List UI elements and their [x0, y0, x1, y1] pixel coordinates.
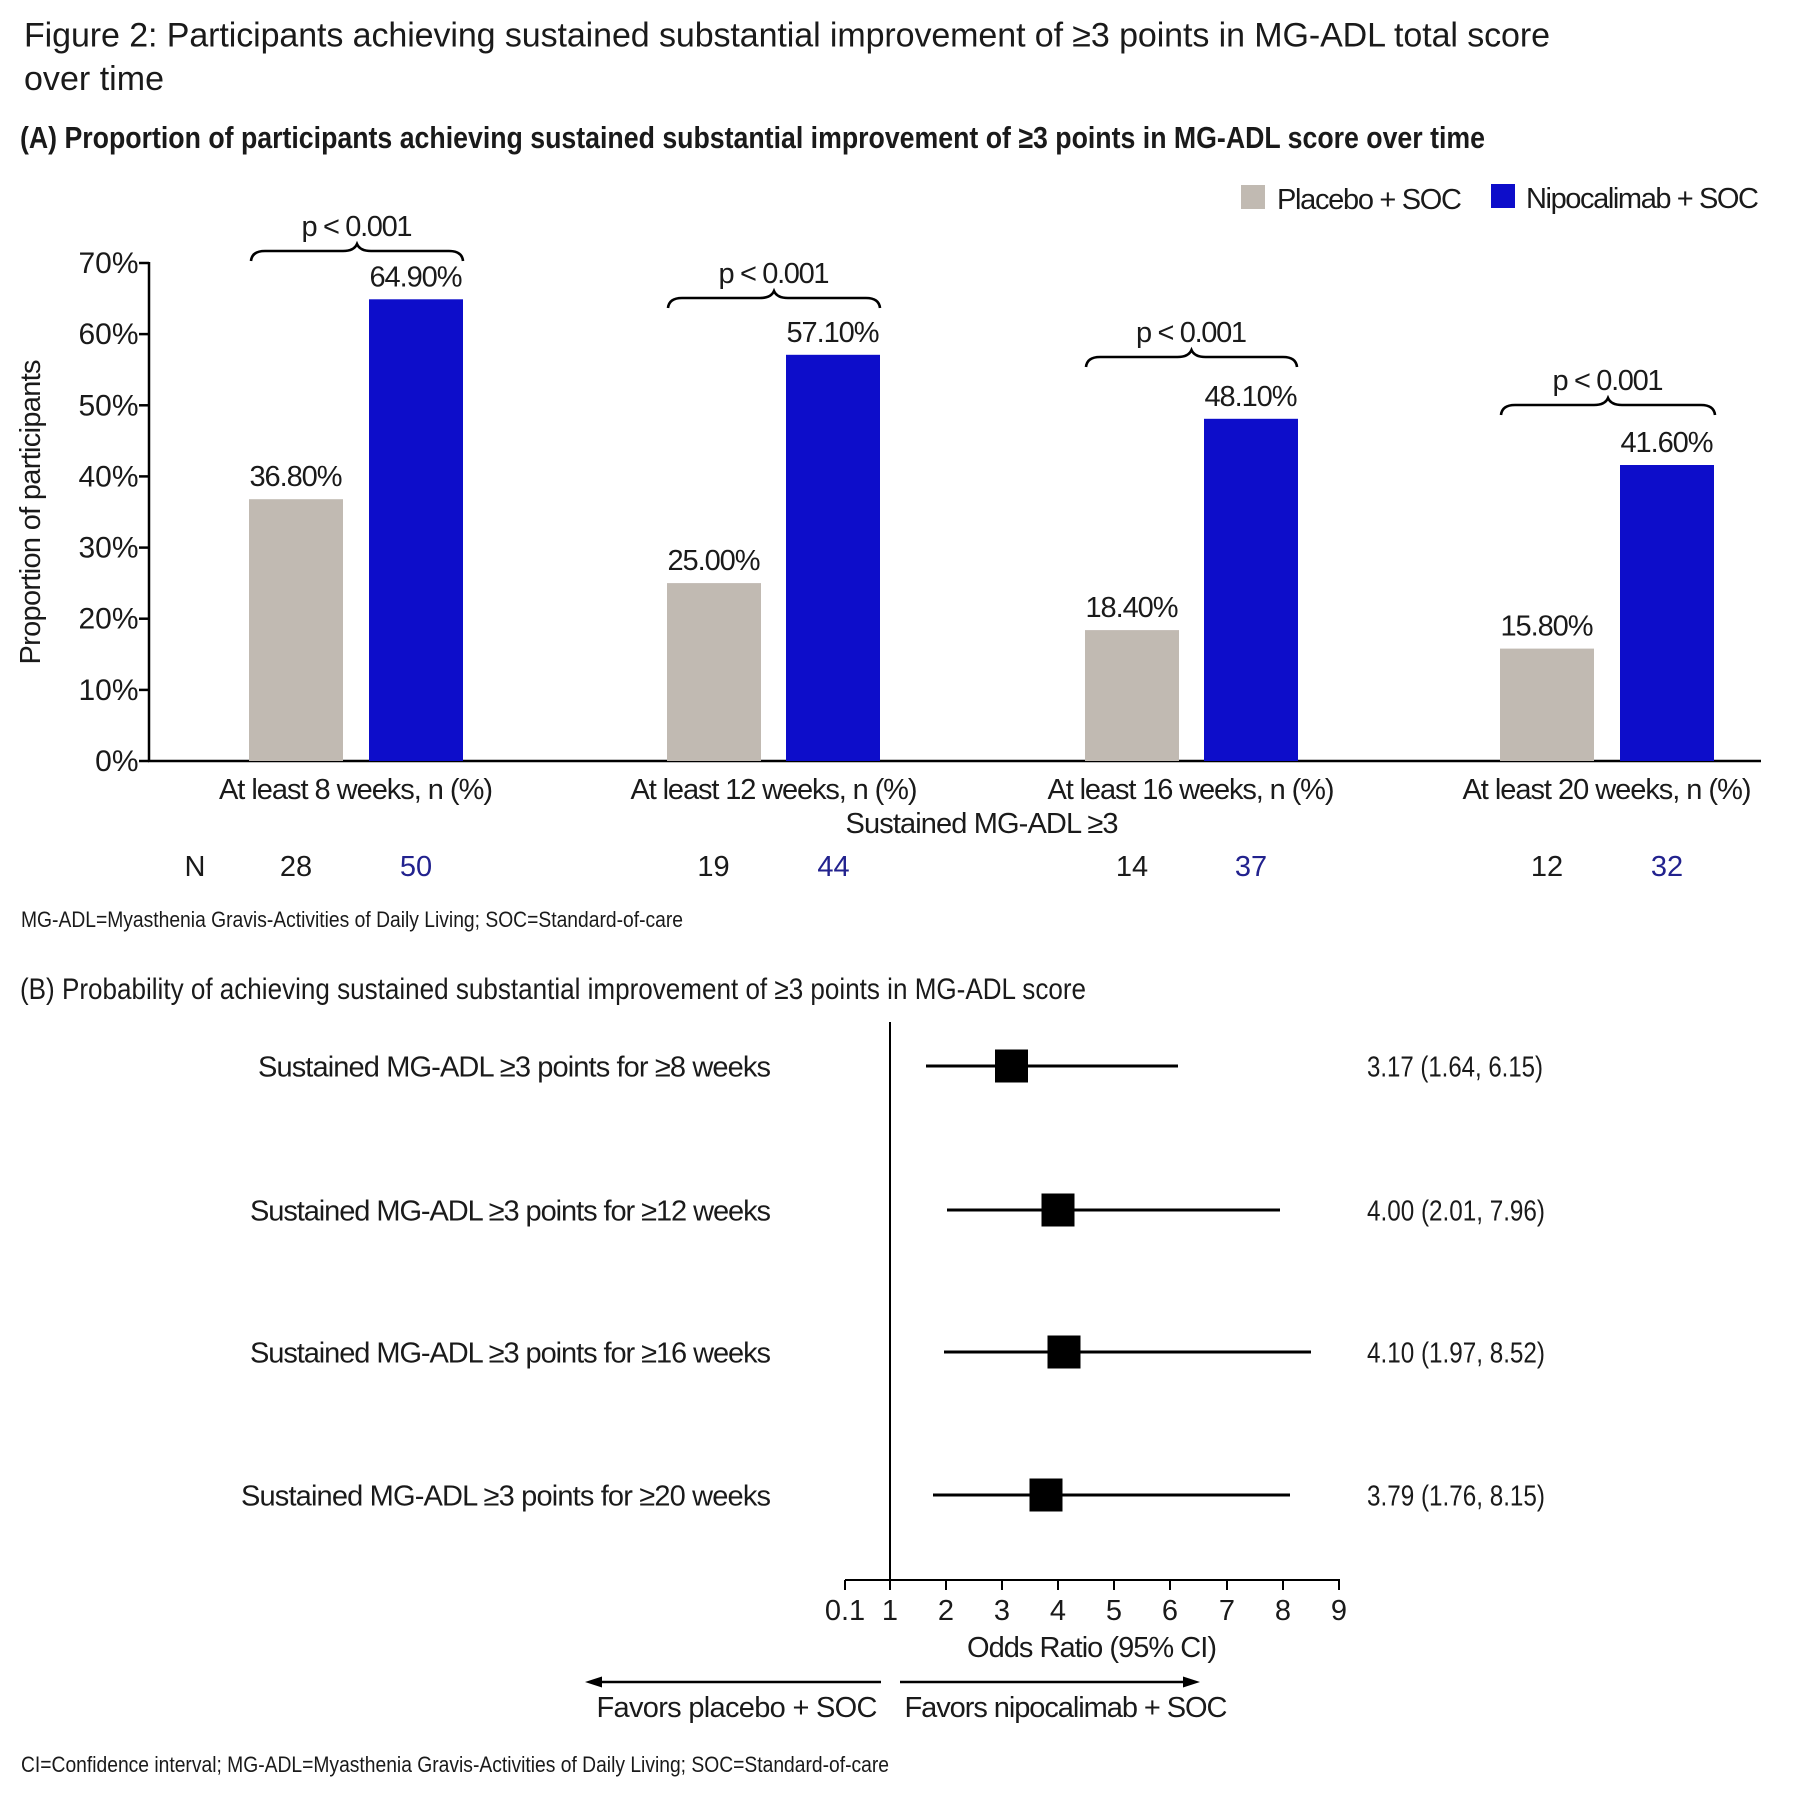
- svg-text:12: 12: [1531, 851, 1563, 883]
- svg-text:7: 7: [1219, 1595, 1235, 1627]
- svg-text:6: 6: [1162, 1595, 1178, 1627]
- svg-text:15.80%: 15.80%: [1501, 611, 1594, 643]
- svg-text:30%: 30%: [78, 532, 138, 565]
- svg-text:36.80%: 36.80%: [250, 461, 343, 493]
- svg-text:18.40%: 18.40%: [1086, 592, 1179, 624]
- svg-text:Placebo + SOC: Placebo + SOC: [1277, 184, 1462, 216]
- svg-text:3.17 (1.64, 6.15): 3.17 (1.64, 6.15): [1367, 1052, 1543, 1084]
- svg-text:19: 19: [697, 851, 729, 883]
- svg-text:64.90%: 64.90%: [370, 261, 463, 293]
- svg-text:At least 20 weeks, n (%): At least 20 weeks, n (%): [1463, 774, 1752, 806]
- svg-text:p < 0.001: p < 0.001: [1553, 365, 1664, 397]
- svg-text:Favors placebo + SOC: Favors placebo + SOC: [597, 1692, 878, 1724]
- svg-text:Odds Ratio (95% CI): Odds Ratio (95% CI): [967, 1632, 1217, 1664]
- svg-text:3.79 (1.76, 8.15): 3.79 (1.76, 8.15): [1367, 1481, 1545, 1513]
- svg-text:9: 9: [1331, 1595, 1347, 1627]
- svg-text:2: 2: [938, 1595, 954, 1627]
- svg-text:Figure 2: Participants achievi: Figure 2: Participants achieving sustain…: [24, 17, 1550, 55]
- svg-text:70%: 70%: [78, 247, 138, 280]
- svg-text:CI=Confidence interval; MG-ADL: CI=Confidence interval; MG-ADL=Myastheni…: [21, 1752, 889, 1777]
- svg-text:25.00%: 25.00%: [668, 545, 761, 577]
- svg-text:4.10 (1.97, 8.52): 4.10 (1.97, 8.52): [1367, 1338, 1545, 1370]
- svg-text:Sustained MG-ADL ≥3: Sustained MG-ADL ≥3: [846, 808, 1119, 840]
- svg-text:Nipocalimab + SOC: Nipocalimab + SOC: [1526, 183, 1759, 215]
- svg-text:40%: 40%: [78, 460, 138, 493]
- svg-text:8: 8: [1275, 1595, 1291, 1627]
- svg-text:Sustained MG-ADL ≥3 points for: Sustained MG-ADL ≥3 points for ≥12 weeks: [250, 1196, 771, 1228]
- svg-text:48.10%: 48.10%: [1205, 381, 1298, 413]
- svg-text:4: 4: [1050, 1595, 1066, 1627]
- svg-text:N: N: [185, 851, 206, 883]
- svg-text:0.1: 0.1: [825, 1595, 865, 1627]
- svg-text:14: 14: [1116, 851, 1148, 883]
- svg-text:Sustained MG-ADL ≥3 points for: Sustained MG-ADL ≥3 points for ≥16 weeks: [250, 1338, 771, 1370]
- svg-text:32: 32: [1651, 851, 1683, 883]
- svg-text:28: 28: [280, 851, 312, 883]
- svg-text:Sustained MG-ADL ≥3 points for: Sustained MG-ADL ≥3 points for ≥20 weeks: [241, 1481, 771, 1513]
- svg-text:(B) Probability of achieving s: (B) Probability of achieving sustained s…: [20, 973, 1086, 1006]
- svg-text:5: 5: [1106, 1595, 1122, 1627]
- svg-text:37: 37: [1235, 851, 1267, 883]
- svg-text:Favors nipocalimab + SOC: Favors nipocalimab + SOC: [905, 1692, 1228, 1724]
- svg-text:p < 0.001: p < 0.001: [719, 258, 830, 290]
- svg-text:p < 0.001: p < 0.001: [302, 211, 413, 243]
- svg-text:1: 1: [882, 1595, 898, 1627]
- svg-text:4.00 (2.01, 7.96): 4.00 (2.01, 7.96): [1367, 1196, 1545, 1228]
- svg-text:Sustained MG-ADL ≥3 points for: Sustained MG-ADL ≥3 points for ≥8 weeks: [258, 1052, 771, 1084]
- svg-text:50: 50: [400, 851, 432, 883]
- svg-text:20%: 20%: [78, 603, 138, 636]
- svg-text:50%: 50%: [78, 389, 138, 422]
- svg-text:At least 8 weeks, n (%): At least 8 weeks, n (%): [219, 774, 493, 806]
- svg-text:At least 12 weeks, n (%): At least 12 weeks, n (%): [631, 774, 918, 806]
- svg-text:10%: 10%: [78, 674, 138, 707]
- svg-text:44: 44: [817, 851, 849, 883]
- svg-text:41.60%: 41.60%: [1621, 427, 1714, 459]
- svg-text:MG-ADL=Myasthenia Gravis-Activ: MG-ADL=Myasthenia Gravis-Activities of D…: [21, 907, 683, 932]
- svg-text:(A) Proportion of participants: (A) Proportion of participants achieving…: [20, 120, 1485, 155]
- svg-text:over time: over time: [24, 60, 164, 98]
- svg-text:57.10%: 57.10%: [787, 317, 880, 349]
- svg-text:60%: 60%: [78, 318, 138, 351]
- svg-text:3: 3: [994, 1595, 1010, 1627]
- svg-text:Proportion of participants: Proportion of participants: [15, 360, 47, 665]
- svg-text:At least 16 weeks, n (%): At least 16 weeks, n (%): [1048, 774, 1335, 806]
- svg-text:0%: 0%: [95, 745, 138, 778]
- svg-text:p < 0.001: p < 0.001: [1136, 317, 1247, 349]
